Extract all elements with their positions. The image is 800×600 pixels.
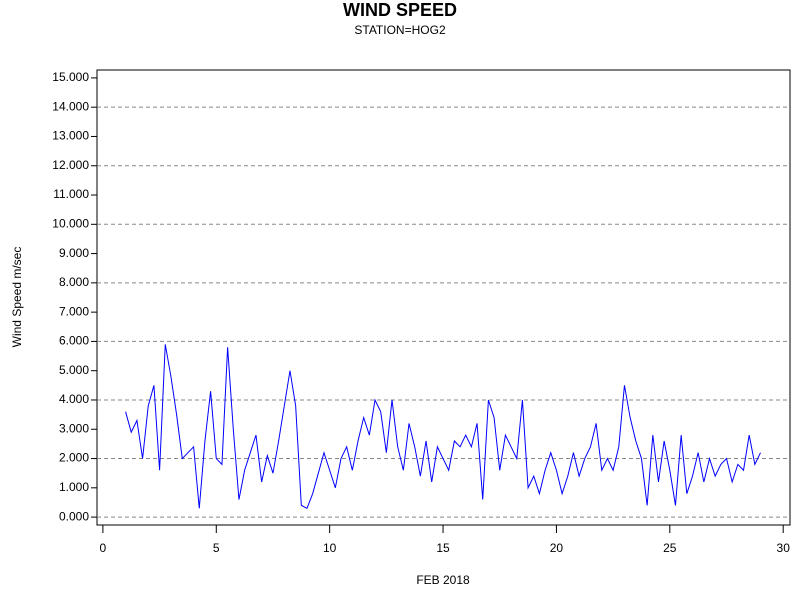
chart-title: WIND SPEED — [343, 0, 457, 20]
y-tick-label: 11.000 — [53, 187, 89, 201]
x-axis-label: FEB 2018 — [416, 573, 470, 587]
x-tick-label: 30 — [777, 541, 791, 555]
y-tick-label: 15.000 — [52, 70, 89, 84]
y-tick-label: 4.000 — [59, 392, 89, 406]
x-tick-label: 20 — [550, 541, 564, 555]
y-axis-label: Wind Speed m/sec — [10, 247, 24, 348]
x-tick-label: 15 — [436, 541, 450, 555]
y-tick-label: 5.000 — [59, 363, 89, 377]
y-tick-label: 2.000 — [59, 451, 89, 465]
y-tick-label: 14.000 — [52, 99, 89, 113]
data-line — [125, 344, 761, 510]
y-tick-label: 1.000 — [59, 480, 89, 494]
x-tick-label: 0 — [100, 541, 107, 555]
y-tick-label: 0.000 — [59, 509, 89, 523]
x-tick-label: 5 — [213, 541, 220, 555]
y-tick-label: 8.000 — [59, 275, 89, 289]
x-tick-label: 25 — [663, 541, 677, 555]
y-tick-label: 7.000 — [59, 304, 89, 318]
y-tick-label: 6.000 — [59, 334, 89, 348]
y-tick-label: 10.000 — [52, 216, 89, 230]
chart-subtitle: STATION=HOG2 — [354, 23, 446, 37]
y-tick-label: 12.000 — [52, 158, 89, 172]
x-tick-label: 10 — [323, 541, 337, 555]
y-tick-label: 3.000 — [59, 421, 89, 435]
y-tick-label: 13.000 — [52, 129, 89, 143]
y-tick-label: 9.000 — [59, 246, 89, 260]
plot-frame — [96, 69, 791, 526]
